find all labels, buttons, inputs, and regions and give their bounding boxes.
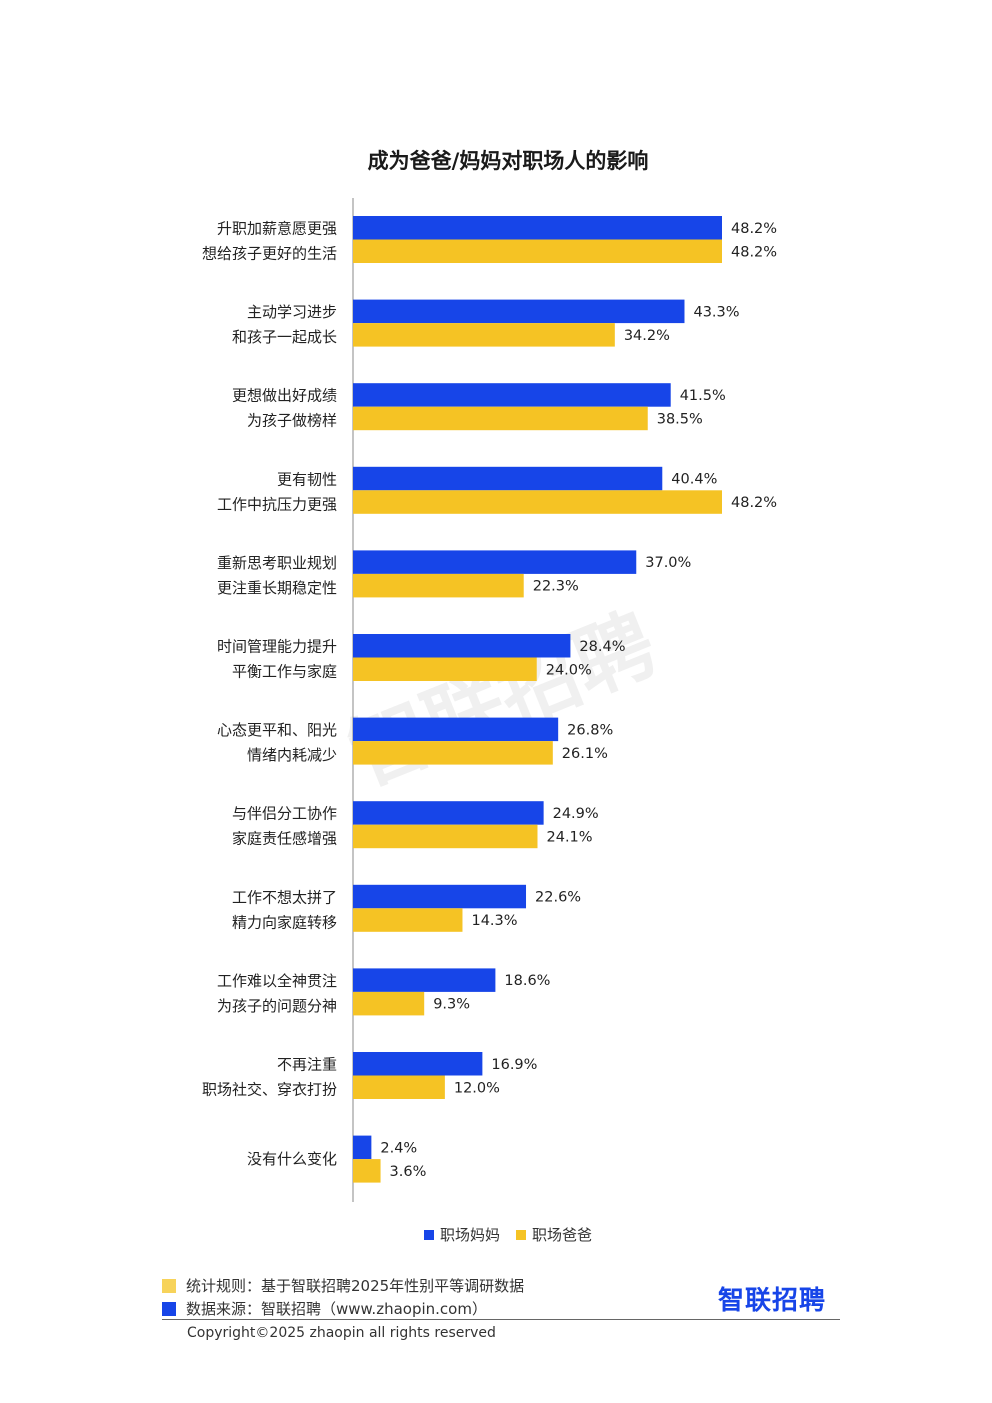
bar-mom-5 <box>353 634 571 658</box>
legend-item-mom: 职场妈妈 <box>423 1224 500 1245</box>
data-label-mom-1: 43.3% <box>693 304 739 320</box>
legend-label-dad: 职场爸爸 <box>532 1226 593 1244</box>
data-label-dad-11: 3.6% <box>390 1164 427 1180</box>
data-source-swatch <box>162 1301 176 1316</box>
data-source-note: 数据来源：智联招聘（www.zhaopin.com） <box>162 1298 487 1319</box>
category-label-5-1: 平衡工作与家庭 <box>232 663 337 681</box>
bar-dad-2 <box>353 406 648 431</box>
bar-mom-11 <box>353 1135 372 1160</box>
bar-dad-9 <box>353 991 425 1016</box>
bar-dad-10 <box>353 1075 445 1099</box>
legend-label-mom: 职场妈妈 <box>439 1226 500 1244</box>
legend-swatch-mom <box>423 1229 434 1240</box>
category-label-8-1: 精力向家庭转移 <box>232 913 337 931</box>
data-label-dad-0: 48.2% <box>731 244 777 260</box>
category-label-1-0: 主动学习进步 <box>247 303 337 321</box>
data-label-dad-8: 14.3% <box>471 913 517 929</box>
bar-mom-1 <box>353 299 685 324</box>
data-label-dad-3: 48.2% <box>731 495 777 511</box>
stat-rule-swatch <box>162 1278 176 1293</box>
category-label-2-0: 更想做出好成绩 <box>232 387 337 405</box>
data-label-dad-10: 12.0% <box>454 1080 500 1096</box>
bar-mom-4 <box>353 550 637 574</box>
bar-dad-0 <box>353 239 722 263</box>
footer-divider <box>162 1319 840 1320</box>
category-label-4-1: 更注重长期稳定性 <box>217 579 337 597</box>
data-label-mom-6: 26.8% <box>567 722 613 738</box>
data-label-mom-5: 28.4% <box>579 639 625 655</box>
category-label-9-1: 为孩子的问题分神 <box>217 997 337 1015</box>
bar-dad-7 <box>353 824 538 849</box>
data-label-mom-8: 22.6% <box>535 890 581 906</box>
legend-swatch-dad <box>516 1229 526 1240</box>
category-label-1-1: 和孩子一起成长 <box>232 328 337 346</box>
bar-dad-6 <box>353 741 553 765</box>
chart-title: 成为爸爸/妈妈对职场人的影响 <box>367 149 649 173</box>
bar-mom-3 <box>353 466 663 491</box>
category-label-5-0: 时间管理能力提升 <box>217 638 337 656</box>
category-label-3-1: 工作中抗压力更强 <box>217 495 337 513</box>
category-label-7-0: 与伴侣分工协作 <box>232 805 337 823</box>
bar-dad-8 <box>353 908 463 932</box>
bar-mom-2 <box>353 383 671 407</box>
data-label-mom-7: 24.9% <box>553 806 599 822</box>
data-label-mom-3: 40.4% <box>671 472 717 488</box>
legend: 职场妈妈 职场爸爸 <box>0 1224 992 1245</box>
stat-rule-text: 统计规则：基于智联招聘2025年性别平等调研数据 <box>186 1277 525 1295</box>
data-label-mom-0: 48.2% <box>731 221 777 237</box>
category-label-0-0: 升职加薪意愿更强 <box>217 220 337 238</box>
data-label-dad-5: 24.0% <box>546 662 592 678</box>
category-label-7-1: 家庭责任感增强 <box>232 830 337 848</box>
data-label-dad-4: 22.3% <box>533 579 579 595</box>
bar-mom-6 <box>353 717 559 742</box>
copyright: Copyright©2025 zhaopin all rights reserv… <box>187 1325 496 1341</box>
zhaopin-logo: 智联招聘 <box>718 1286 827 1316</box>
bar-mom-8 <box>353 884 527 909</box>
bar-mom-10 <box>353 1052 483 1076</box>
bar-dad-5 <box>353 657 537 681</box>
data-source-text: 数据来源：智联招聘（www.zhaopin.com） <box>186 1300 487 1318</box>
bar-mom-7 <box>353 801 544 825</box>
data-label-dad-6: 26.1% <box>562 746 608 762</box>
category-label-0-1: 想给孩子更好的生活 <box>202 245 337 263</box>
category-label-6-0: 心态更平和、阳光 <box>217 721 337 739</box>
stat-rule-note: 统计规则：基于智联招聘2025年性别平等调研数据 <box>162 1275 524 1296</box>
bar-dad-3 <box>353 490 722 514</box>
bar-dad-1 <box>353 323 615 347</box>
legend-item-dad: 职场爸爸 <box>516 1224 592 1245</box>
data-label-mom-11: 2.4% <box>380 1140 417 1156</box>
bar-mom-9 <box>353 968 496 992</box>
data-label-dad-9: 9.3% <box>433 997 470 1013</box>
data-label-dad-7: 24.1% <box>547 829 593 845</box>
bar-dad-11 <box>353 1159 381 1183</box>
category-label-10-1: 职场社交、穿衣打扮 <box>202 1081 337 1099</box>
bar-mom-0 <box>353 216 722 240</box>
category-label-4-0: 重新思考职业规划 <box>217 554 337 572</box>
data-label-mom-9: 18.6% <box>504 973 550 989</box>
category-label-10-0: 不再注重 <box>277 1056 337 1074</box>
data-label-mom-10: 16.9% <box>491 1057 537 1073</box>
category-label-8-0: 工作不想太拼了 <box>232 888 337 906</box>
bar-dad-4 <box>353 573 524 598</box>
category-label-6-1: 情绪内耗减少 <box>247 746 337 764</box>
data-label-dad-2: 38.5% <box>657 411 703 427</box>
category-label-3-0: 更有韧性 <box>277 470 337 488</box>
data-label-mom-4: 37.0% <box>645 555 691 571</box>
category-label-9-0: 工作难以全神贯注 <box>217 972 337 990</box>
category-label-11-0: 没有什么变化 <box>247 1150 337 1168</box>
category-label-2-1: 为孩子做榜样 <box>247 412 337 430</box>
data-label-dad-1: 34.2% <box>624 328 670 344</box>
data-label-mom-2: 41.5% <box>680 388 726 404</box>
